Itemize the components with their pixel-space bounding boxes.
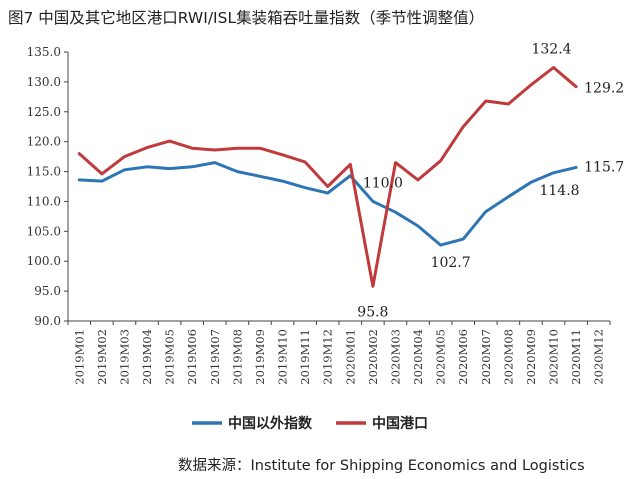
data-label: 102.7 bbox=[431, 255, 471, 271]
x-tick-label: 2019M12 bbox=[321, 329, 335, 385]
x-tick-label: 2019M07 bbox=[208, 329, 222, 385]
x-tick-label: 2020M12 bbox=[592, 329, 606, 385]
x-tick-label: 2020M11 bbox=[569, 329, 583, 385]
legend: 中国以外指数 中国港口 bbox=[192, 415, 428, 432]
x-tick-label: 2019M03 bbox=[117, 329, 131, 385]
y-tick-label: 110.0 bbox=[27, 194, 61, 208]
chart-axes bbox=[67, 52, 610, 322]
x-tick-label: 2019M09 bbox=[253, 329, 267, 385]
data-label: 132.4 bbox=[531, 42, 571, 58]
series-lines bbox=[77, 66, 578, 288]
x-tick-label: 2020M10 bbox=[547, 329, 561, 385]
chart-title: 图7 中国及其它地区港口RWI/ISL集装箱吞吐量指数（季节性调整值） bbox=[8, 9, 485, 27]
x-tick-label: 2019M05 bbox=[163, 329, 177, 385]
x-tick-label: 2020M03 bbox=[388, 329, 402, 385]
y-tick-label: 130.0 bbox=[27, 75, 61, 89]
data-labels: 110.0 102.7 114.8 115.7 95.8 132.4 129.2 bbox=[357, 42, 624, 321]
x-axis-ticks: 2019M01 2019M02 2019M03 2019M04 2019M05 2019M… bbox=[67, 321, 611, 385]
y-axis-ticks: 90.0 95.0 100.0 105.0 110.0 115.0 120.0 125.0 13… bbox=[27, 45, 68, 328]
y-tick-label: 95.0 bbox=[34, 284, 61, 298]
legend-label-1: 中国港口 bbox=[372, 415, 428, 432]
data-label: 114.8 bbox=[539, 183, 579, 199]
x-tick-label: 2019M08 bbox=[230, 329, 244, 385]
y-tick-label: 105.0 bbox=[27, 224, 61, 238]
x-tick-label: 2020M05 bbox=[434, 329, 448, 385]
data-label: 129.2 bbox=[584, 81, 624, 97]
x-tick-label: 2019M10 bbox=[276, 329, 290, 385]
y-tick-label: 120.0 bbox=[27, 135, 61, 149]
series-line-1 bbox=[77, 66, 578, 288]
x-tick-label: 2020M09 bbox=[524, 329, 538, 385]
x-tick-label: 2020M06 bbox=[456, 329, 470, 385]
x-tick-label: 2020M07 bbox=[479, 329, 493, 385]
x-tick-label: 2020M02 bbox=[366, 329, 380, 385]
y-tick-label: 125.0 bbox=[27, 105, 61, 119]
x-tick-label: 2019M11 bbox=[298, 329, 312, 385]
data-label: 115.7 bbox=[584, 159, 624, 175]
x-tick-label: 2019M01 bbox=[72, 329, 86, 385]
y-tick-label: 90.0 bbox=[34, 314, 61, 328]
source-note: 数据来源：Institute for Shipping Economics an… bbox=[178, 458, 585, 474]
y-tick-label: 135.0 bbox=[27, 45, 61, 59]
y-tick-label: 115.0 bbox=[27, 165, 61, 179]
x-tick-label: 2020M04 bbox=[411, 329, 425, 385]
x-tick-label: 2019M04 bbox=[140, 329, 154, 385]
legend-label-0: 中国以外指数 bbox=[228, 415, 313, 432]
x-tick-label: 2020M01 bbox=[343, 329, 357, 385]
x-tick-label: 2019M02 bbox=[95, 329, 109, 385]
x-tick-label: 2020M08 bbox=[501, 329, 515, 385]
data-label: 110.0 bbox=[363, 175, 403, 191]
data-label: 95.8 bbox=[357, 304, 388, 320]
y-tick-label: 100.0 bbox=[27, 254, 61, 268]
x-tick-label: 2019M06 bbox=[185, 329, 199, 385]
series-line-0 bbox=[77, 161, 578, 247]
